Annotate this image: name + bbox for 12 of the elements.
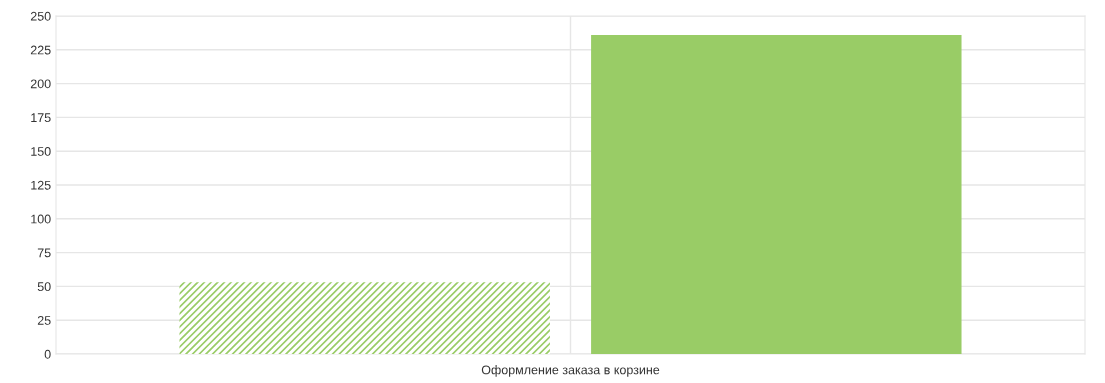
y-tick-label: 175: [31, 113, 51, 123]
y-tick-label: 75: [37, 248, 51, 258]
y-tick-label: 150: [31, 147, 51, 156]
y-tick-label: 100: [31, 214, 51, 224]
x-tick-label: Оформление заказа в корзине: [481, 365, 660, 377]
y-tick-label: 200: [30, 79, 51, 89]
y-tick-label: 0: [44, 349, 51, 359]
y-tick-label: 50: [37, 282, 51, 292]
y-tick-label: 250: [30, 11, 51, 21]
y-tick-label: 125: [31, 180, 51, 190]
y-tick-label: 25: [37, 316, 51, 325]
y-tick-label: 225: [30, 45, 51, 55]
